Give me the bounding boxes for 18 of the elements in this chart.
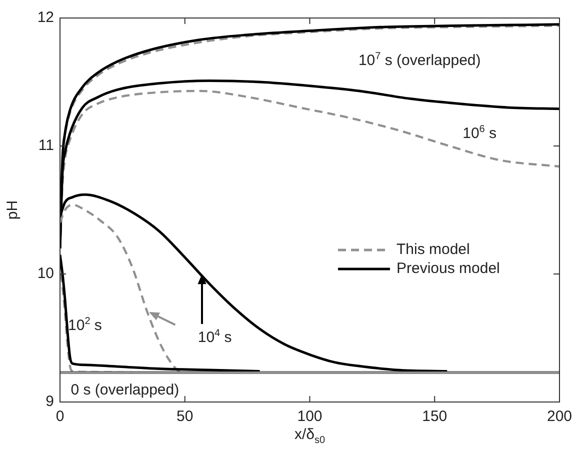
x-tick-label: 100 (297, 408, 322, 426)
annotation: 0 s (overlapped) (70, 382, 180, 399)
annotation: 10$^{4}$ s (198, 328, 232, 346)
annotation: 10$^{6}$ s (462, 124, 497, 142)
y-axis-title: pH (4, 200, 22, 220)
x-tick-label: 0 (56, 408, 64, 426)
x-tick-label: 150 (422, 408, 448, 426)
x-tick-label: 50 (176, 408, 194, 426)
annotation: 10$^{2}$ s (68, 316, 102, 334)
legend-label: This model (396, 241, 470, 258)
y-tick-label: 11 (38, 137, 54, 154)
y-tick-label: 10 (37, 265, 54, 282)
x-axis-title: x/δ$_{s0}$ (294, 426, 326, 446)
y-tick-label: 12 (37, 9, 54, 26)
y-tick-label: 9 (46, 393, 54, 410)
annotation: 10$^{7}$ s (overlapped) (358, 51, 481, 70)
legend-label: Previous model (396, 260, 500, 277)
x-tick-label: 200 (546, 408, 572, 426)
